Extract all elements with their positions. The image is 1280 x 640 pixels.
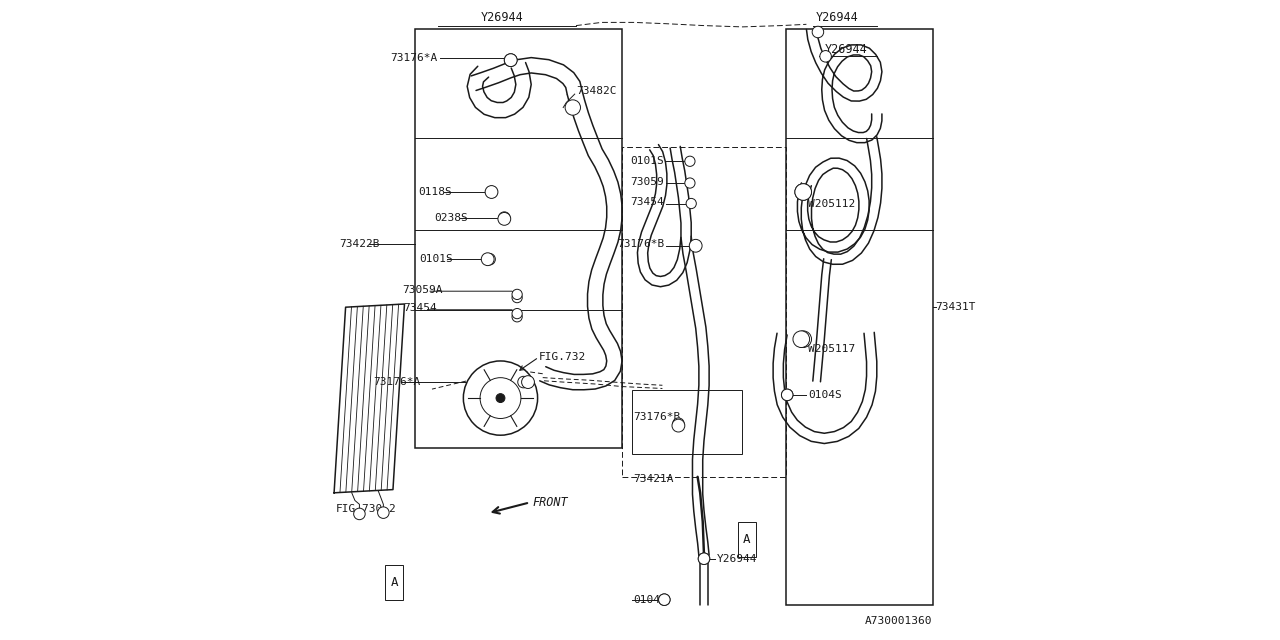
Bar	[622, 147, 786, 477]
Circle shape	[699, 553, 709, 564]
Circle shape	[686, 198, 696, 209]
Circle shape	[484, 253, 495, 265]
Circle shape	[512, 312, 522, 322]
Polygon shape	[334, 304, 404, 493]
Circle shape	[566, 100, 580, 115]
Text: 0104S: 0104S	[634, 595, 667, 605]
Circle shape	[672, 419, 685, 432]
Text: Y26944: Y26944	[717, 554, 758, 564]
Text: A: A	[744, 532, 750, 546]
Text: 73482C: 73482C	[576, 86, 617, 96]
Circle shape	[699, 553, 709, 564]
Text: 73176*A: 73176*A	[390, 52, 438, 63]
Text: A730001360: A730001360	[865, 616, 932, 626]
Text: W205117: W205117	[809, 344, 855, 354]
Circle shape	[463, 361, 538, 435]
Circle shape	[498, 212, 511, 225]
Circle shape	[512, 308, 522, 319]
Text: FRONT: FRONT	[532, 496, 568, 509]
Text: 73059A: 73059A	[402, 285, 443, 295]
Text: 0238S: 0238S	[434, 212, 467, 223]
Text: 73422B: 73422B	[339, 239, 380, 250]
Text: 73431T: 73431T	[936, 302, 977, 312]
Circle shape	[486, 186, 497, 198]
Circle shape	[659, 594, 671, 605]
Bar	[739, 522, 756, 557]
Circle shape	[689, 239, 701, 252]
Circle shape	[659, 594, 671, 605]
Circle shape	[685, 178, 695, 188]
Circle shape	[685, 156, 695, 166]
Circle shape	[512, 289, 522, 300]
Text: 0104S: 0104S	[809, 390, 842, 400]
Bar	[786, 29, 933, 605]
Text: 0101S: 0101S	[420, 254, 453, 264]
Circle shape	[522, 376, 535, 388]
Text: 73454: 73454	[631, 197, 664, 207]
Circle shape	[673, 418, 685, 429]
Text: W205112: W205112	[809, 198, 855, 209]
Circle shape	[481, 253, 494, 266]
Text: 73176*B: 73176*B	[634, 412, 681, 422]
Circle shape	[792, 331, 810, 348]
Circle shape	[795, 331, 812, 348]
Circle shape	[795, 184, 812, 200]
Circle shape	[378, 507, 389, 518]
Bar	[385, 565, 403, 600]
Text: Y26944: Y26944	[815, 12, 859, 24]
Circle shape	[517, 376, 530, 388]
Circle shape	[353, 508, 365, 520]
Text: 73454: 73454	[403, 303, 436, 314]
Circle shape	[813, 26, 824, 38]
Circle shape	[795, 184, 812, 200]
Bar	[415, 29, 622, 448]
Circle shape	[498, 212, 509, 223]
Circle shape	[485, 186, 498, 198]
Circle shape	[512, 292, 522, 303]
Circle shape	[504, 54, 517, 67]
Text: 0101S: 0101S	[631, 156, 664, 166]
Circle shape	[480, 378, 521, 419]
Text: 73176*A: 73176*A	[374, 377, 420, 387]
Circle shape	[504, 54, 517, 67]
Text: 73176*B: 73176*B	[617, 239, 664, 250]
Bar	[632, 390, 742, 454]
Text: FIG.730-2: FIG.730-2	[335, 504, 397, 514]
Circle shape	[781, 389, 794, 401]
Text: FIG.732: FIG.732	[539, 352, 586, 362]
Text: A: A	[390, 576, 398, 589]
Circle shape	[781, 389, 794, 401]
Text: Y26944: Y26944	[481, 12, 524, 24]
Circle shape	[820, 51, 832, 62]
Text: Y26944: Y26944	[824, 44, 868, 56]
Text: 0118S: 0118S	[417, 187, 452, 197]
Circle shape	[497, 394, 504, 403]
Text: 73421A: 73421A	[634, 474, 675, 484]
Text: 73059: 73059	[631, 177, 664, 187]
